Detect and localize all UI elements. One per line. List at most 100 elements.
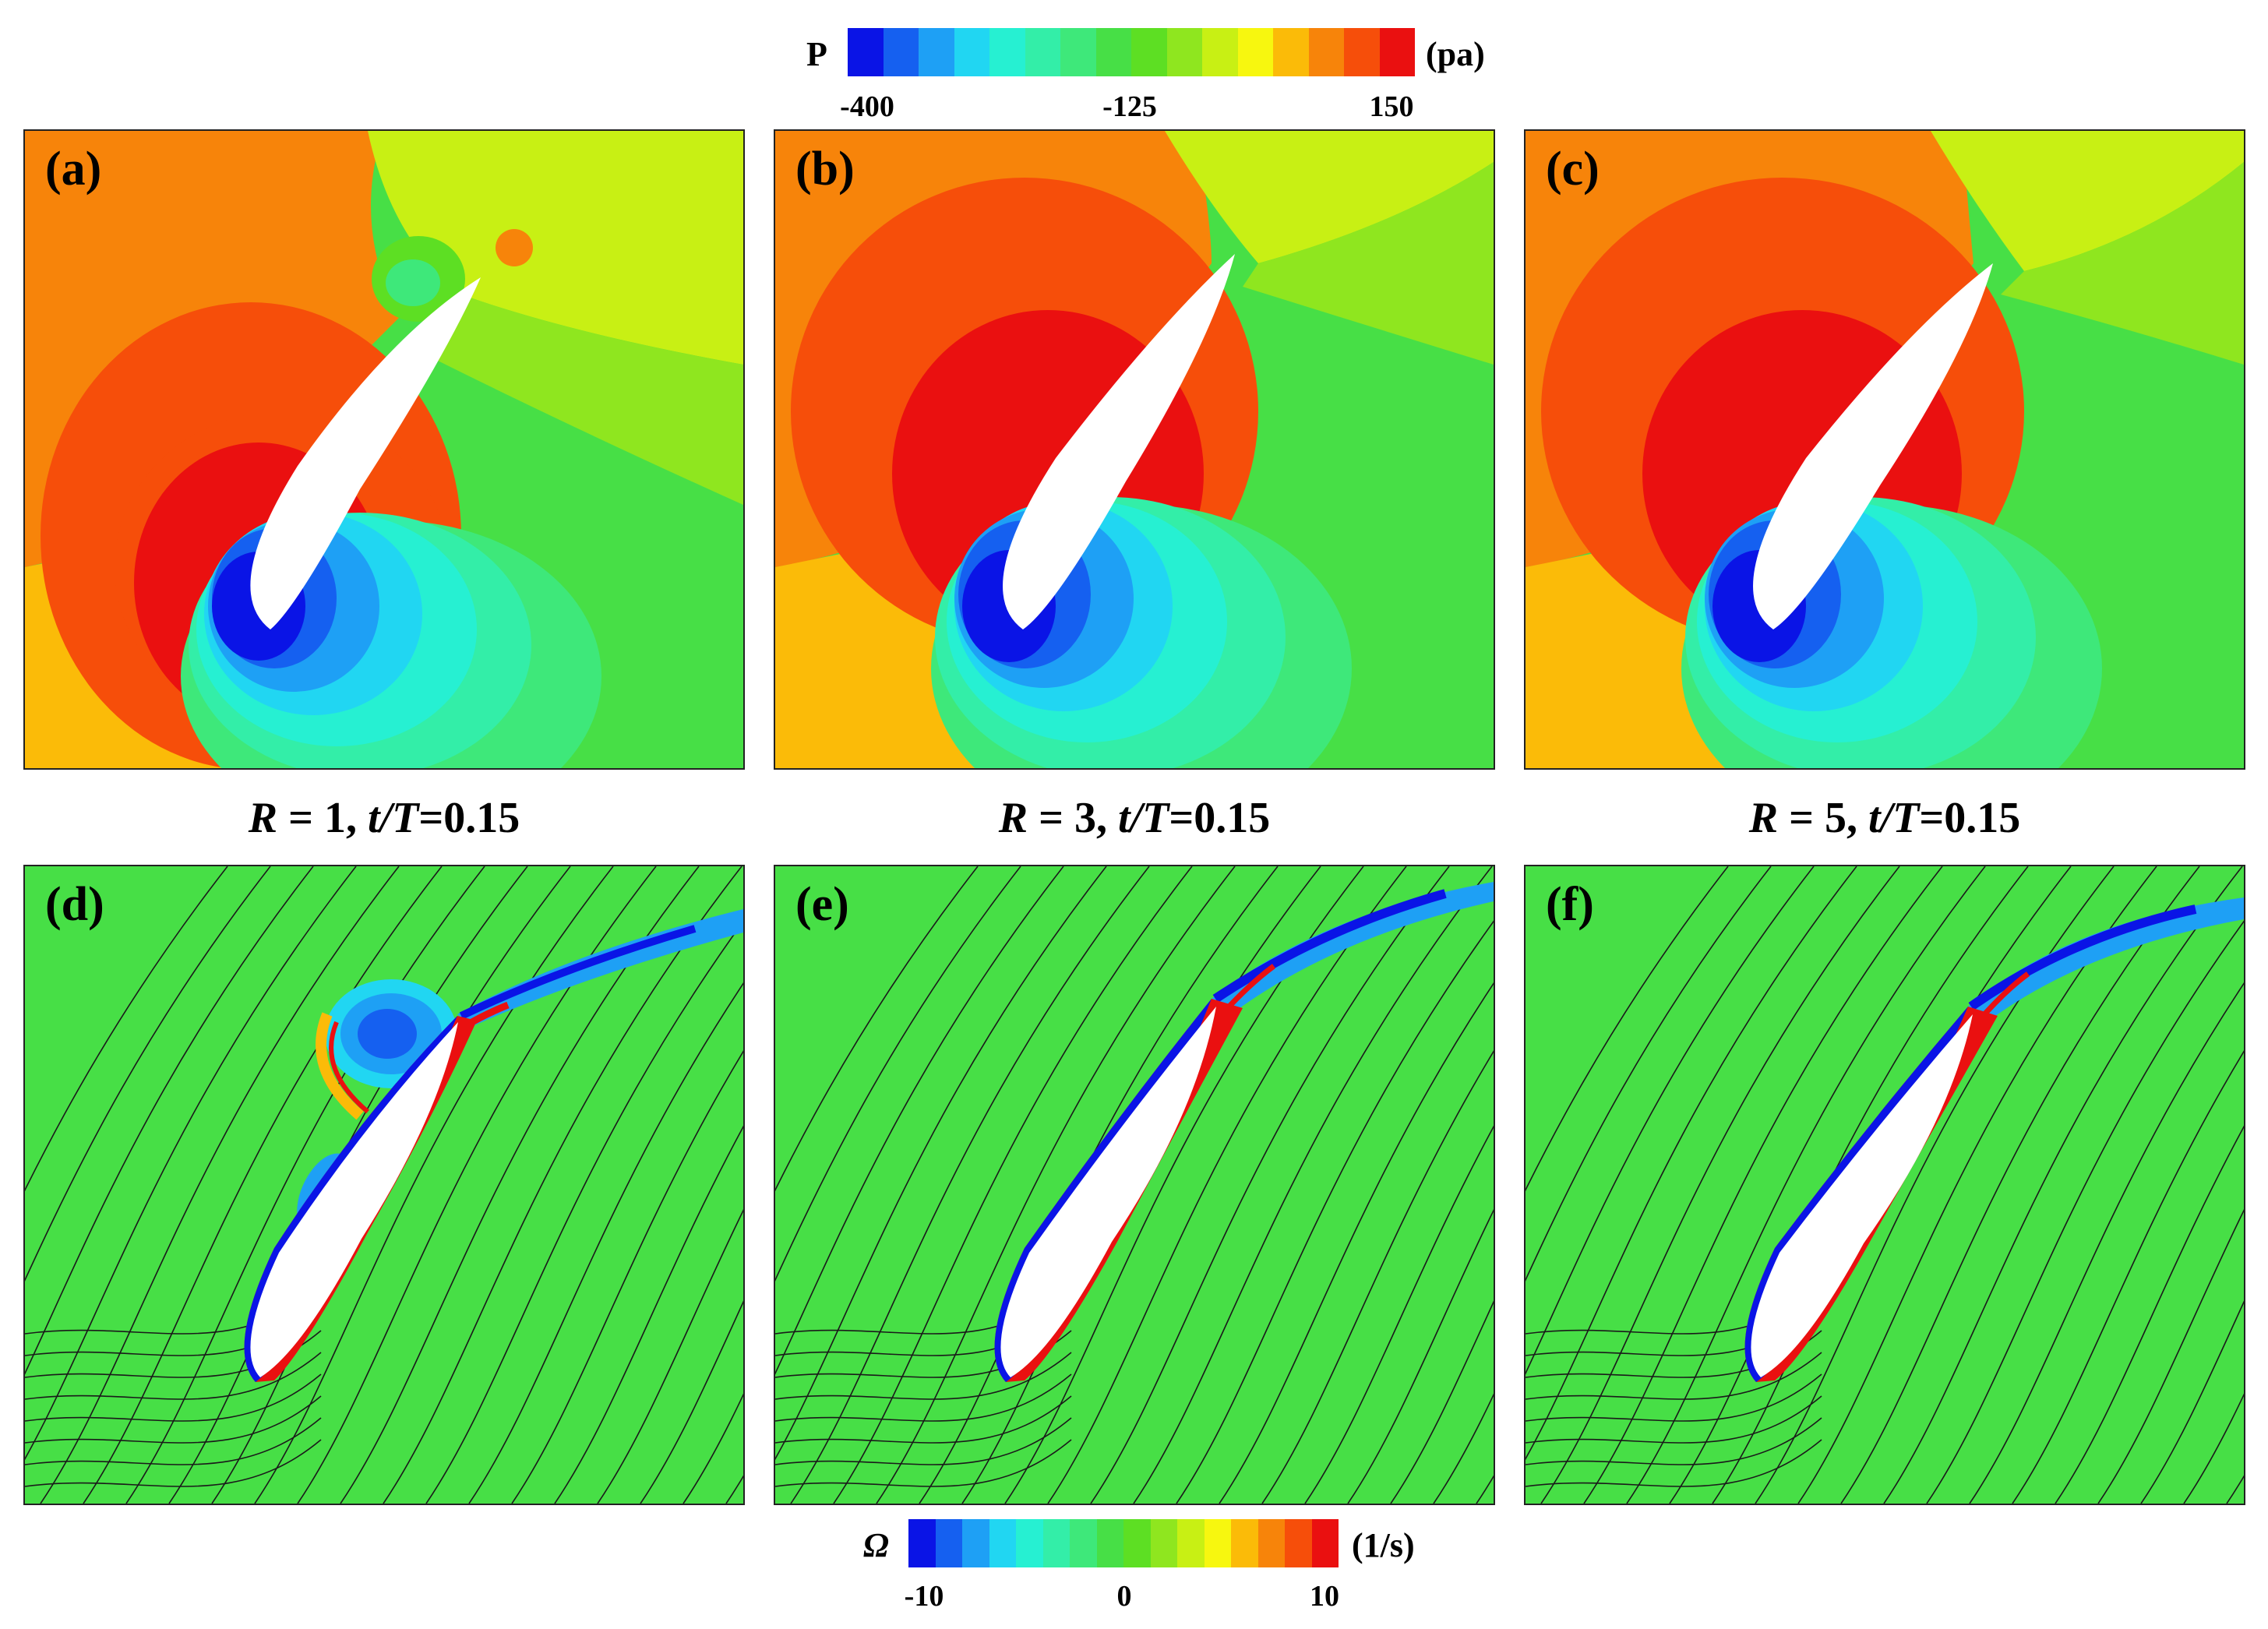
streamline bbox=[340, 866, 700, 1504]
panel-c-label: (c) bbox=[1546, 143, 1600, 196]
streamlines-d bbox=[25, 866, 743, 1504]
vorticity-colorbar-swatch bbox=[1123, 1519, 1151, 1567]
streamline bbox=[468, 982, 743, 1504]
panel-c-pressure-contour: (c) bbox=[1524, 129, 2245, 770]
streamline bbox=[1219, 982, 1494, 1504]
pressure-field-a bbox=[25, 131, 743, 768]
panel-d-label: (d) bbox=[45, 878, 104, 931]
caption-r3-val: =0.15 bbox=[1169, 794, 1271, 842]
streamline bbox=[1047, 866, 1407, 1504]
streamline bbox=[1883, 866, 2243, 1504]
streamline bbox=[1526, 866, 1815, 1375]
pressure-field-b bbox=[775, 131, 1494, 768]
streamline bbox=[775, 866, 1064, 1375]
vorticity-colorbar-swatch bbox=[1042, 1519, 1070, 1567]
streamline bbox=[40, 866, 400, 1504]
streamline bbox=[790, 866, 1150, 1504]
vorticity-tick-max: 10 bbox=[1310, 1580, 1339, 1613]
pressure-colorbar-swatch bbox=[1237, 28, 1273, 76]
pressure-colorbar-swatch bbox=[883, 28, 919, 76]
streamline bbox=[775, 1439, 1072, 1487]
caption-r1-val: =0.15 bbox=[418, 794, 520, 842]
streamline bbox=[1347, 1209, 1494, 1504]
panel-f-label: (f) bbox=[1546, 878, 1594, 931]
streamline bbox=[876, 866, 1236, 1504]
streamline bbox=[1526, 1373, 1822, 1422]
vorticity-colorbar-swatch bbox=[935, 1519, 962, 1567]
panel-b-label: (b) bbox=[795, 143, 855, 196]
vorticity-colorbar-swatch bbox=[1177, 1519, 1205, 1567]
vorticity-colorbar-unit: (1/s) bbox=[1352, 1526, 1415, 1564]
vorticity-colorbar-swatch bbox=[1285, 1519, 1312, 1567]
streamline bbox=[25, 866, 228, 1192]
caption-r1-eq: = 1, bbox=[277, 794, 369, 842]
vorticity-tick-mid: 0 bbox=[1116, 1580, 1132, 1613]
streamline bbox=[1526, 866, 1729, 1192]
streamline bbox=[1583, 866, 1943, 1504]
panel-e-label: (e) bbox=[795, 878, 849, 931]
streamline bbox=[775, 1417, 1072, 1465]
caption-r5-time: t/T bbox=[1868, 794, 1920, 842]
streamline bbox=[775, 1352, 1072, 1400]
streamline bbox=[775, 1395, 1072, 1444]
streamline bbox=[1133, 866, 1493, 1504]
vorticity-colorbar-swatch bbox=[989, 1519, 1016, 1567]
caption-r3-time: t/T bbox=[1118, 794, 1169, 842]
streamline bbox=[25, 866, 357, 1461]
streamline bbox=[1090, 866, 1450, 1504]
streamline bbox=[2183, 1393, 2244, 1504]
pressure-colorbar-swatch bbox=[1060, 28, 1096, 76]
streamline bbox=[425, 920, 743, 1504]
streamline bbox=[1526, 866, 1857, 1461]
vorticity-colorbar-swatch bbox=[1096, 1519, 1123, 1567]
vorticity-colorbar-swatch bbox=[1070, 1519, 1097, 1567]
streamline bbox=[25, 1417, 322, 1465]
pressure-colorbar-swatch bbox=[1166, 28, 1202, 76]
panel-d-vorticity-streamlines: (d) bbox=[23, 865, 745, 1505]
streamline bbox=[775, 866, 1107, 1461]
streamline bbox=[640, 1300, 743, 1504]
vorticity-colorbar-swatch bbox=[1231, 1519, 1258, 1567]
streamline bbox=[2055, 1125, 2244, 1504]
caption-r5-symbol: R bbox=[1748, 794, 1779, 842]
caption-r1-time: t/T bbox=[368, 794, 419, 842]
streamline bbox=[1433, 1393, 1494, 1504]
vorticity-colorbar-swatch bbox=[1257, 1519, 1285, 1567]
streamline bbox=[1526, 1395, 1822, 1444]
pressure-tick-min: -400 bbox=[840, 90, 894, 123]
caption-r5: R = 5, t/T=0.15 bbox=[1524, 796, 2245, 840]
caption-r3: R = 3, t/T=0.15 bbox=[774, 796, 1495, 840]
streamline bbox=[25, 866, 314, 1375]
streamline bbox=[1840, 866, 2200, 1504]
streamline bbox=[83, 866, 443, 1504]
pressure-colorbar-swatch bbox=[1095, 28, 1131, 76]
streamline bbox=[25, 1352, 322, 1400]
streamline bbox=[25, 1439, 322, 1487]
vorticity-field-f bbox=[1526, 866, 2244, 1504]
pressure-colorbar-swatch bbox=[954, 28, 989, 76]
streamline bbox=[1304, 1125, 1494, 1504]
panel-b-pressure-contour: (b) bbox=[774, 129, 1495, 770]
panel-a-pressure-contour: (a) bbox=[23, 129, 745, 770]
streamline bbox=[1390, 1300, 1494, 1504]
streamline bbox=[1926, 920, 2244, 1504]
streamline bbox=[1797, 866, 2157, 1504]
streamline bbox=[511, 1050, 743, 1504]
vorticity-colorbar-swatch bbox=[1016, 1519, 1043, 1567]
streamline bbox=[25, 1373, 322, 1422]
streamline bbox=[683, 1393, 743, 1504]
vorticity-colorbar-swatch bbox=[962, 1519, 989, 1567]
vorticity-colorbar-symbol: Ω bbox=[863, 1526, 889, 1564]
streamline bbox=[2097, 1209, 2244, 1504]
pressure-colorbar-swatch bbox=[1344, 28, 1380, 76]
vorticity-field-e bbox=[775, 866, 1494, 1504]
caption-r5-eq: = 5, bbox=[1778, 794, 1869, 842]
panel-a-label: (a) bbox=[45, 143, 102, 196]
pressure-colorbar-swatch bbox=[989, 28, 1025, 76]
caption-r3-eq: = 3, bbox=[1028, 794, 1119, 842]
caption-r1: R = 1, t/T=0.15 bbox=[23, 796, 745, 840]
pressure-colorbar-swatch bbox=[1025, 28, 1060, 76]
streamline bbox=[1540, 866, 1900, 1504]
vorticity-field-d bbox=[25, 866, 743, 1504]
streamline bbox=[383, 866, 742, 1504]
